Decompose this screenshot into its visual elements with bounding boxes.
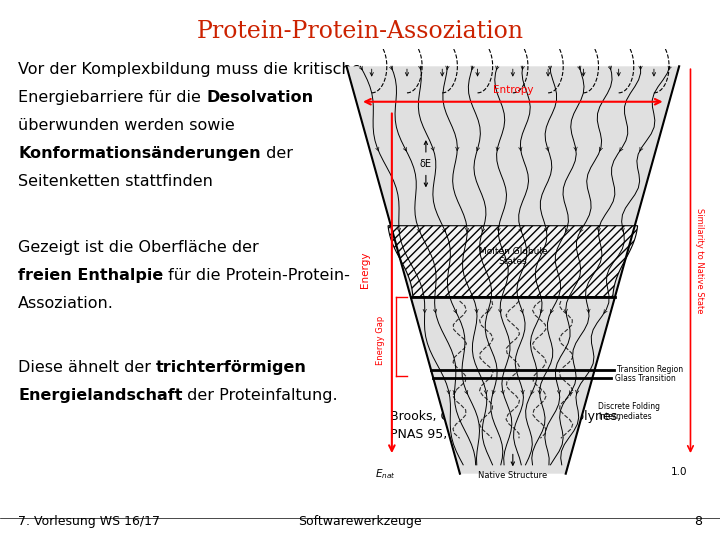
Text: für die Protein-Protein-: für die Protein-Protein- [163, 268, 350, 283]
Text: trichterförmigen: trichterförmigen [156, 360, 307, 375]
Text: Similarity to Native State: Similarity to Native State [696, 208, 704, 314]
Text: Energy Gap: Energy Gap [376, 316, 385, 366]
Text: Energy: Energy [361, 252, 370, 288]
Text: Brooks, Gruebele, Onuchic, Wolynes,: Brooks, Gruebele, Onuchic, Wolynes, [390, 410, 621, 423]
Text: Assoziation.: Assoziation. [18, 296, 114, 311]
Text: überwunden werden sowie: überwunden werden sowie [18, 118, 235, 133]
Text: Energielandschaft: Energielandschaft [18, 388, 182, 403]
Text: Protein-Protein-Assoziation: Protein-Protein-Assoziation [197, 20, 523, 43]
Text: Transition Region: Transition Region [617, 365, 683, 374]
Polygon shape [346, 66, 679, 474]
Text: Desolvation: Desolvation [206, 90, 313, 105]
Text: Vor der Komplexbildung muss die kritische: Vor der Komplexbildung muss die kritisch… [18, 62, 361, 77]
Text: PNAS 95, 11037 (1998): PNAS 95, 11037 (1998) [390, 428, 536, 441]
Polygon shape [388, 226, 638, 296]
Text: Molten Globule
States: Molten Globule States [479, 247, 547, 266]
Text: Native Structure: Native Structure [478, 471, 547, 481]
Text: 1.0: 1.0 [671, 467, 688, 477]
Text: der Proteinfaltung.: der Proteinfaltung. [182, 388, 338, 403]
Text: 8: 8 [694, 515, 702, 528]
Text: Entropy: Entropy [492, 85, 533, 95]
Text: der: der [261, 146, 292, 161]
Text: $E_{nat}$: $E_{nat}$ [375, 467, 396, 481]
Text: Glass Transition: Glass Transition [615, 374, 675, 383]
Text: Energiebarriere für die: Energiebarriere für die [18, 90, 206, 105]
Text: δE: δE [420, 159, 432, 168]
Text: Gezeigt ist die Oberfläche der: Gezeigt ist die Oberfläche der [18, 240, 258, 255]
Text: Konformationsänderungen: Konformationsänderungen [18, 146, 261, 161]
Text: Seitenketten stattfinden: Seitenketten stattfinden [18, 174, 213, 189]
Text: Discrete Folding
Intermediates: Discrete Folding Intermediates [598, 402, 660, 421]
Text: 7. Vorlesung WS 16/17: 7. Vorlesung WS 16/17 [18, 515, 160, 528]
Text: Diese ähnelt der: Diese ähnelt der [18, 360, 156, 375]
Text: Softwarewerkzeuge: Softwarewerkzeuge [298, 515, 422, 528]
Text: freien Enthalpie: freien Enthalpie [18, 268, 163, 283]
